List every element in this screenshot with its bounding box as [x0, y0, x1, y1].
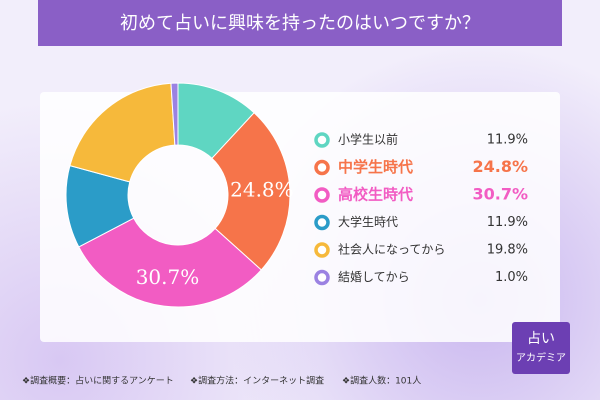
chart-title: 初めて占いに興味を持ったのはいつですか？	[120, 13, 480, 34]
donut-slice	[69, 82, 176, 183]
title-banner	[38, 0, 562, 46]
legend-marker	[314, 214, 330, 231]
legend-marker	[314, 242, 330, 258]
legend-label: 中学生時代	[338, 158, 413, 176]
legend-value: 11.9%	[487, 215, 528, 230]
footer-note: ❖調査概要：占いに関するアンケート	[22, 375, 174, 387]
legend-label: 小学生以前	[338, 132, 398, 147]
legend-value: 11.9%	[487, 133, 528, 148]
legend-marker	[314, 159, 330, 176]
legend-label: 高校生時代	[338, 186, 413, 204]
legend-label: 大学生時代	[338, 214, 398, 229]
data-label: 30.7%	[136, 265, 200, 289]
donut-slice	[78, 217, 262, 308]
legend-marker	[314, 269, 330, 286]
donut-slice	[211, 112, 291, 271]
donut-slice	[170, 82, 179, 146]
footer-note: ❖調査人数：101人	[342, 375, 421, 387]
legend-value: 24.8%	[472, 157, 528, 176]
legend-value: 1.0%	[495, 270, 528, 285]
legend-value: 30.7%	[472, 185, 528, 204]
legend-marker	[314, 132, 330, 148]
legend-label: 社会人になってから	[338, 242, 445, 257]
logo-box	[512, 322, 570, 374]
legend-label: 結婚してから	[338, 270, 410, 284]
legend-value: 19.8%	[487, 243, 528, 258]
logo-text: アカデミア	[516, 351, 566, 364]
logo-text: 占い	[527, 331, 555, 347]
footer-note: ❖調査方法：インターネット調査	[190, 375, 324, 387]
legend-marker	[314, 187, 330, 203]
data-label: 24.8%	[230, 178, 294, 202]
